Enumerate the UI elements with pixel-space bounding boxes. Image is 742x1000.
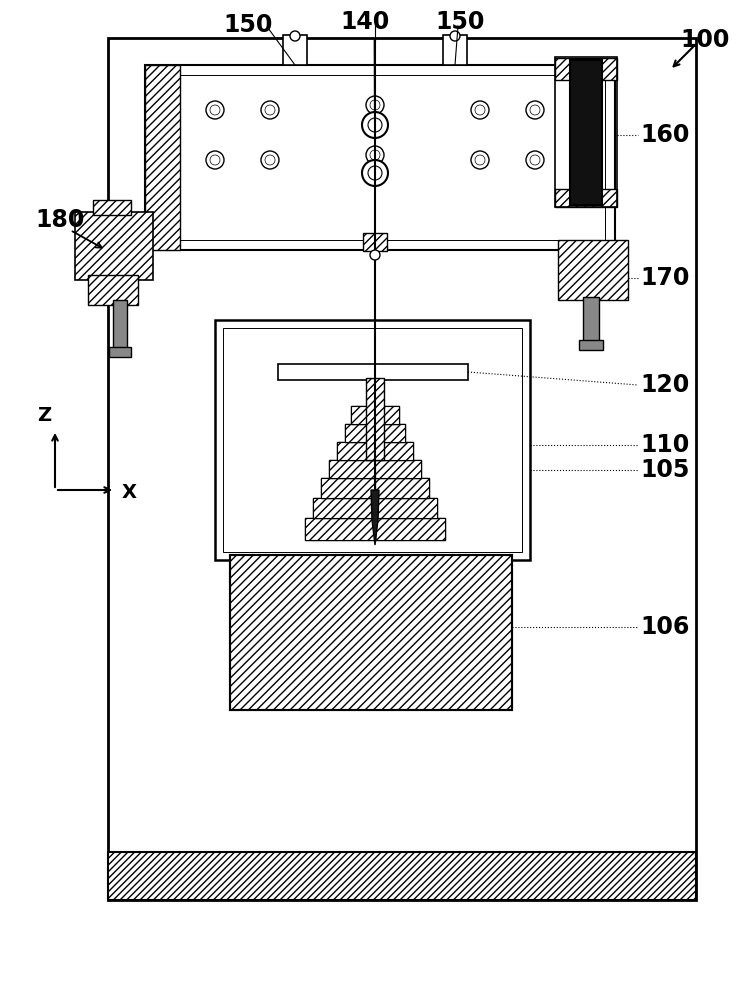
Circle shape [206,101,224,119]
Circle shape [368,118,382,132]
Bar [313,498,437,518]
Circle shape [526,151,544,169]
Bar [88,275,138,305]
Text: 110: 110 [640,433,689,457]
Bar [108,852,696,900]
Circle shape [368,166,382,180]
Circle shape [370,100,380,110]
Bar [570,60,602,205]
Bar [313,498,437,518]
Text: 100: 100 [680,28,729,52]
Text: X: X [122,483,137,502]
Text: 140: 140 [341,10,390,34]
Circle shape [471,101,489,119]
Circle shape [450,31,460,41]
Bar [443,35,467,65]
Circle shape [370,150,380,160]
Circle shape [206,151,224,169]
Bar [145,65,615,250]
Bar [93,200,131,215]
Bar [579,340,603,350]
Text: 120: 120 [640,373,689,397]
Circle shape [370,250,380,260]
Bar [283,35,307,65]
Bar [351,406,399,424]
Circle shape [265,155,275,165]
Circle shape [290,31,300,41]
Bar [555,58,617,80]
Bar [345,424,405,442]
Text: 105: 105 [640,458,689,482]
Text: Z: Z [37,406,51,425]
Bar [329,460,421,478]
Bar [230,555,512,710]
Bar [555,57,617,207]
Circle shape [366,96,384,114]
Text: 106: 106 [640,615,689,639]
Text: 180: 180 [35,208,85,232]
Bar [337,442,413,460]
Bar [230,555,512,710]
Circle shape [366,146,384,164]
Bar [558,240,628,300]
Circle shape [362,112,388,138]
Circle shape [210,105,220,115]
Circle shape [471,151,489,169]
Text: 160: 160 [640,123,689,147]
Bar [329,460,421,478]
Circle shape [261,151,279,169]
Bar [321,478,429,498]
Circle shape [210,155,220,165]
Bar [337,442,413,460]
Bar [145,65,180,250]
Circle shape [475,105,485,115]
Bar [113,300,127,352]
Bar [108,38,696,900]
Bar [155,75,605,240]
Bar [305,518,445,540]
Circle shape [526,101,544,119]
Bar [363,233,387,251]
Bar [215,320,530,560]
Bar [75,212,153,280]
Circle shape [475,155,485,165]
Bar [321,478,429,498]
Circle shape [530,105,540,115]
Bar [345,424,405,442]
Bar [278,364,468,380]
Text: 150: 150 [436,10,485,34]
Circle shape [362,160,388,186]
Circle shape [265,105,275,115]
Bar [555,189,617,207]
Bar [223,328,522,552]
Polygon shape [371,490,379,545]
Circle shape [261,101,279,119]
Text: 170: 170 [640,266,689,290]
Bar [305,518,445,540]
Bar [366,378,384,460]
Text: 150: 150 [223,13,273,37]
Bar [109,347,131,357]
Bar [351,406,399,424]
Bar [583,297,599,345]
Circle shape [530,155,540,165]
